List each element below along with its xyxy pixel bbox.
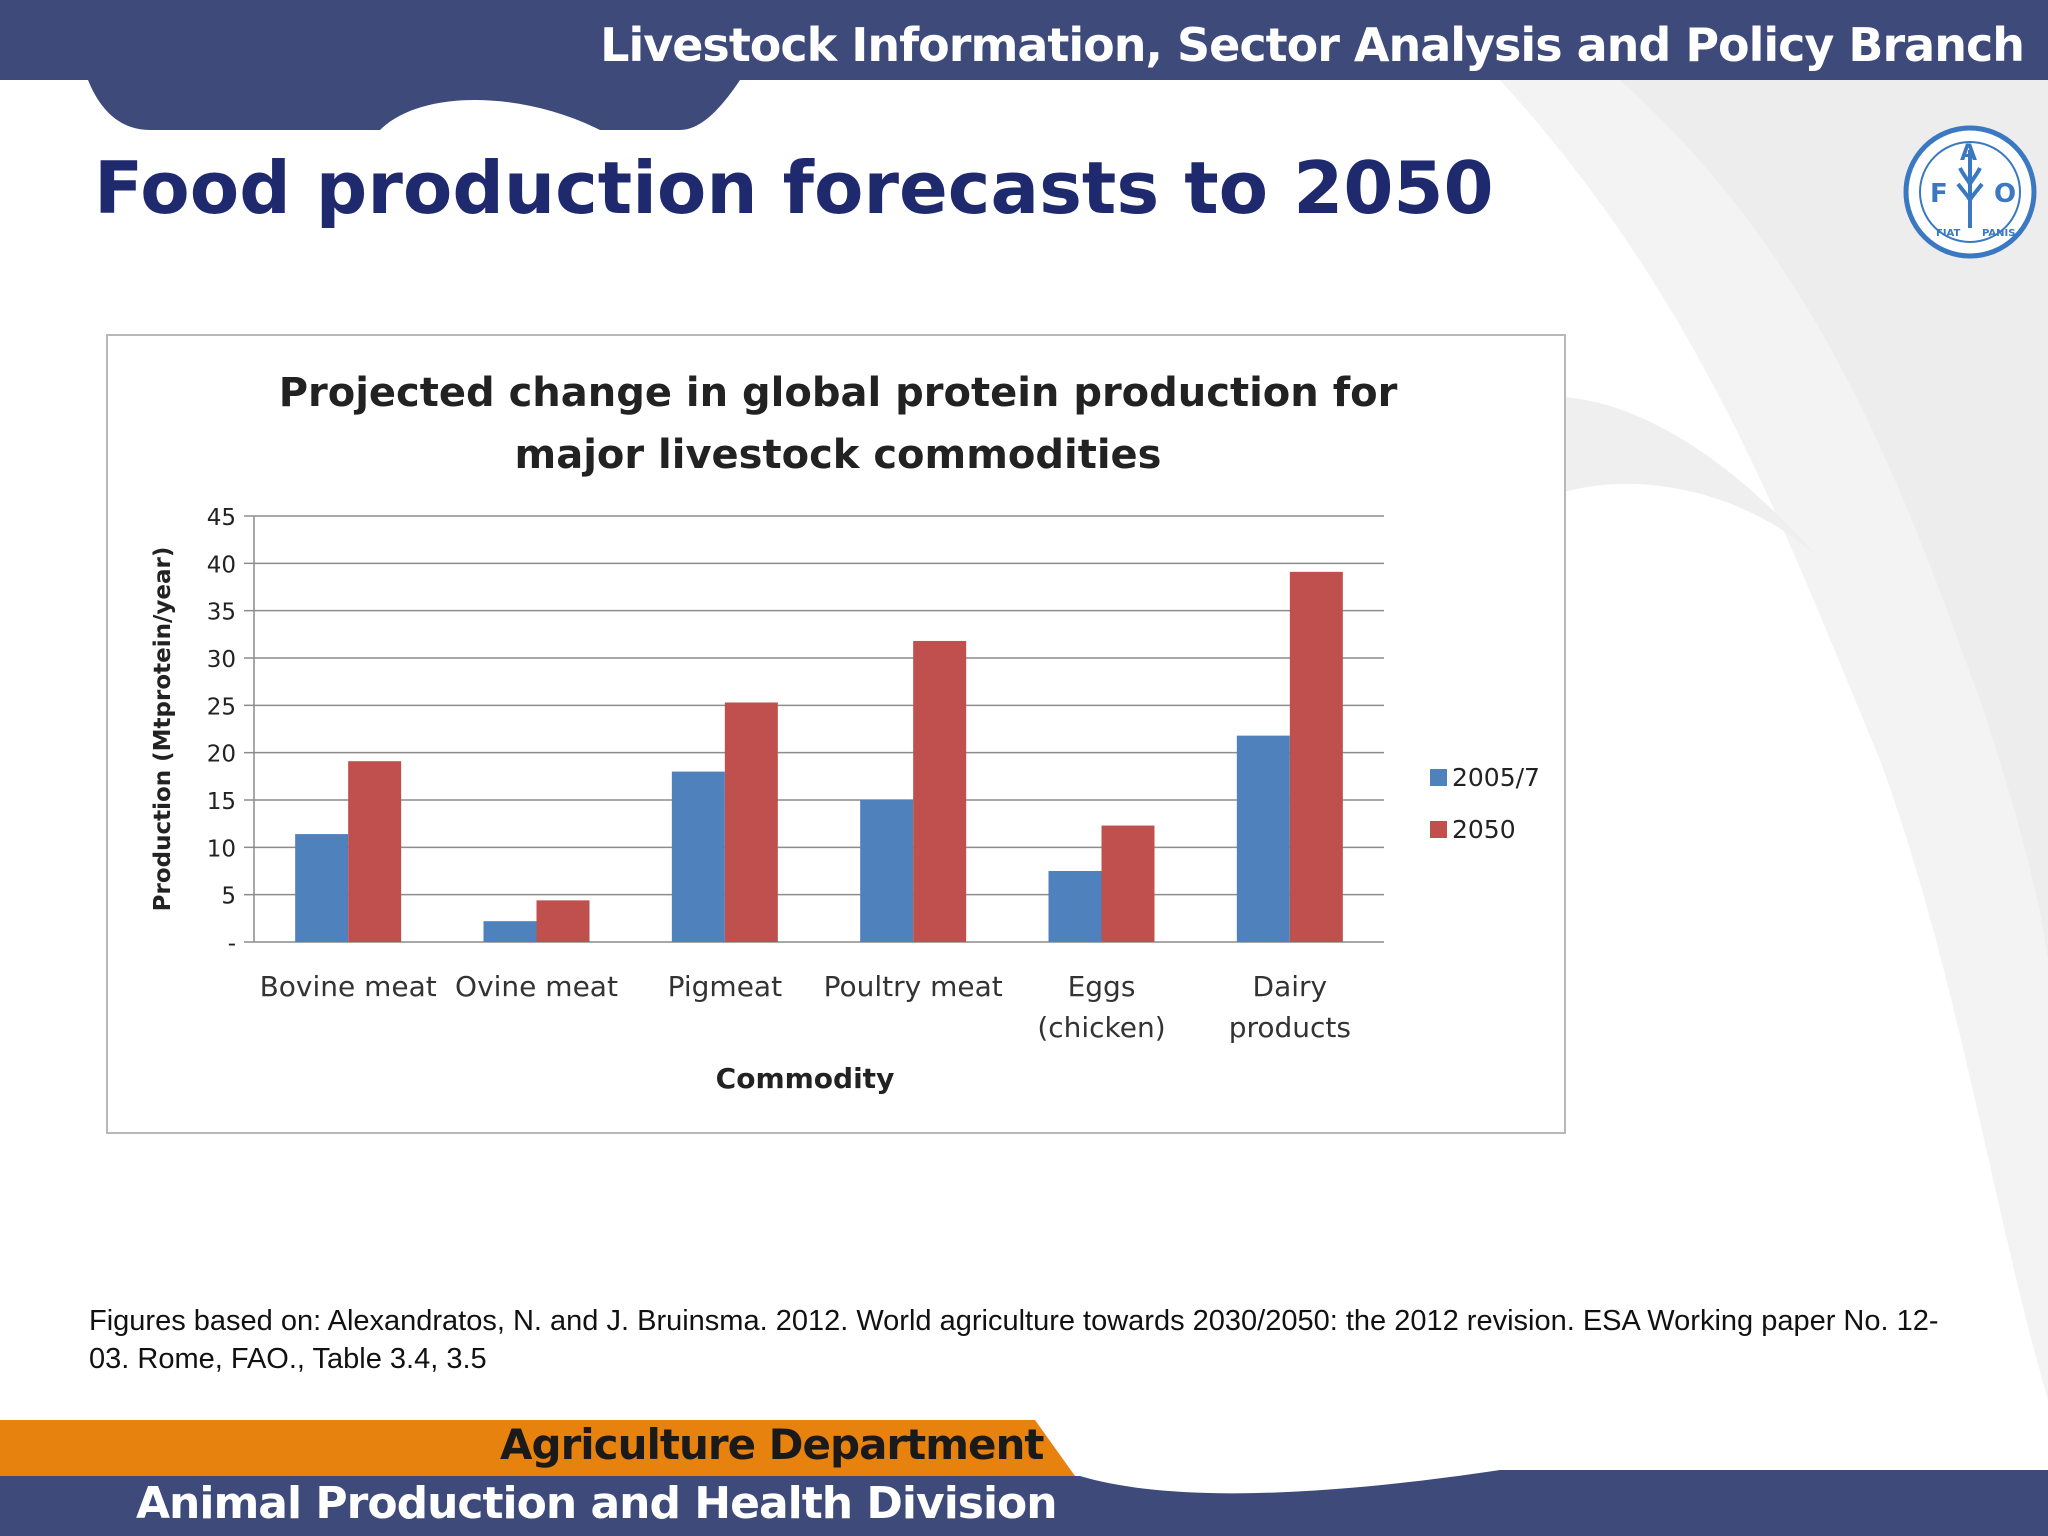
legend-swatch — [1430, 769, 1447, 786]
y-tick-label: 15 — [207, 789, 236, 815]
footer-blue-band — [0, 1470, 2048, 1536]
citation-text: Figures based on: Alexandratos, N. and J… — [89, 1305, 1939, 1375]
x-tick-label: Eggs — [1068, 970, 1136, 1003]
svg-text:O: O — [1994, 179, 2016, 209]
footer-department: Agriculture Department — [500, 1420, 1044, 1469]
header-band — [0, 0, 2048, 130]
y-tick-label: 20 — [207, 742, 236, 768]
bar-20057-2 — [671, 771, 725, 942]
gridlines — [254, 515, 1384, 943]
x-axis-title: Commodity — [716, 1062, 895, 1095]
legend-label: 2005/7 — [1452, 763, 1540, 792]
svg-text:F: F — [1930, 179, 1948, 209]
bars — [295, 571, 1343, 942]
bar-2050-1 — [536, 900, 590, 942]
y-tick-label: 25 — [207, 694, 236, 720]
x-tick-label: Ovine meat — [455, 970, 618, 1003]
x-tick-label: Poultry meat — [824, 970, 1003, 1003]
chart-title-line-2: major livestock commodities — [514, 432, 1162, 478]
page-title: Food production forecasts to 2050 — [94, 146, 1494, 230]
chart-plot: - 5 10 15 20 25 30 35 40 45 Bovine meat Ovine meat P… — [150, 505, 1540, 1095]
axes: - 5 10 15 20 25 30 35 40 45 Bovine meat Ovine meat P… — [150, 505, 1351, 1095]
y-tick-label: 5 — [221, 884, 236, 910]
bar-2050-2 — [724, 702, 778, 942]
y-tick-label: 45 — [207, 505, 236, 531]
header-branch-name: Livestock Information, Sector Analysis a… — [600, 18, 2025, 72]
y-tick-label: 35 — [207, 600, 236, 626]
y-tick-label: - — [228, 931, 236, 957]
chart-title-line-1: Projected change in global protein produ… — [278, 370, 1398, 416]
chart-title: Projected change in global protein produ… — [108, 362, 1568, 486]
svg-text:PANIS: PANIS — [1982, 228, 2015, 239]
header-band-curve — [380, 100, 600, 130]
legend-label: 2050 — [1452, 815, 1516, 844]
bar-2050-5 — [1289, 571, 1343, 942]
y-axis-title: Production (Mtprotein/year) — [150, 547, 176, 912]
bar-2050-4 — [1101, 825, 1155, 942]
y-tick-label: 40 — [207, 552, 236, 578]
x-tick-label: products — [1229, 1011, 1351, 1044]
footer-orange-band — [0, 1420, 1075, 1476]
x-tick-label: (chicken) — [1037, 1011, 1165, 1044]
x-tick-label: Bovine meat — [260, 970, 437, 1003]
x-tick-label: Dairy — [1253, 970, 1328, 1003]
bar-20057-0 — [295, 834, 349, 942]
y-tick-label: 10 — [207, 836, 236, 862]
bar-2050-0 — [348, 761, 402, 942]
legend-swatch — [1430, 821, 1447, 838]
svg-text:A: A — [1960, 141, 1977, 166]
bar-20057-1 — [483, 921, 537, 942]
bar-20057-3 — [860, 800, 914, 942]
watermark-swoosh — [1620, 80, 2048, 960]
fao-logo: F A O FIAT PANIS — [1903, 125, 2037, 259]
bar-20057-5 — [1236, 735, 1290, 942]
svg-text:FIAT: FIAT — [1936, 228, 1961, 239]
chart-frame: Projected change in global protein produ… — [106, 334, 1566, 1134]
bar-2050-3 — [913, 640, 967, 942]
bar-20057-4 — [1048, 871, 1102, 942]
x-tick-label: Pigmeat — [668, 970, 782, 1003]
legend: 2005/7 2050 — [1430, 763, 1540, 844]
footer-division: Animal Production and Health Division — [136, 1478, 1058, 1529]
y-tick-label: 30 — [207, 647, 236, 673]
